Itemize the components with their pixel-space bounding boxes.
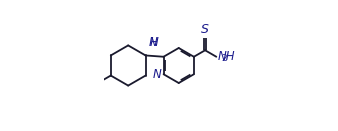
Text: N: N [148,36,157,49]
Text: NH: NH [217,50,235,63]
Text: N: N [152,68,161,81]
Text: H: H [150,36,159,49]
Text: S: S [201,23,209,36]
Text: 2: 2 [221,54,226,63]
